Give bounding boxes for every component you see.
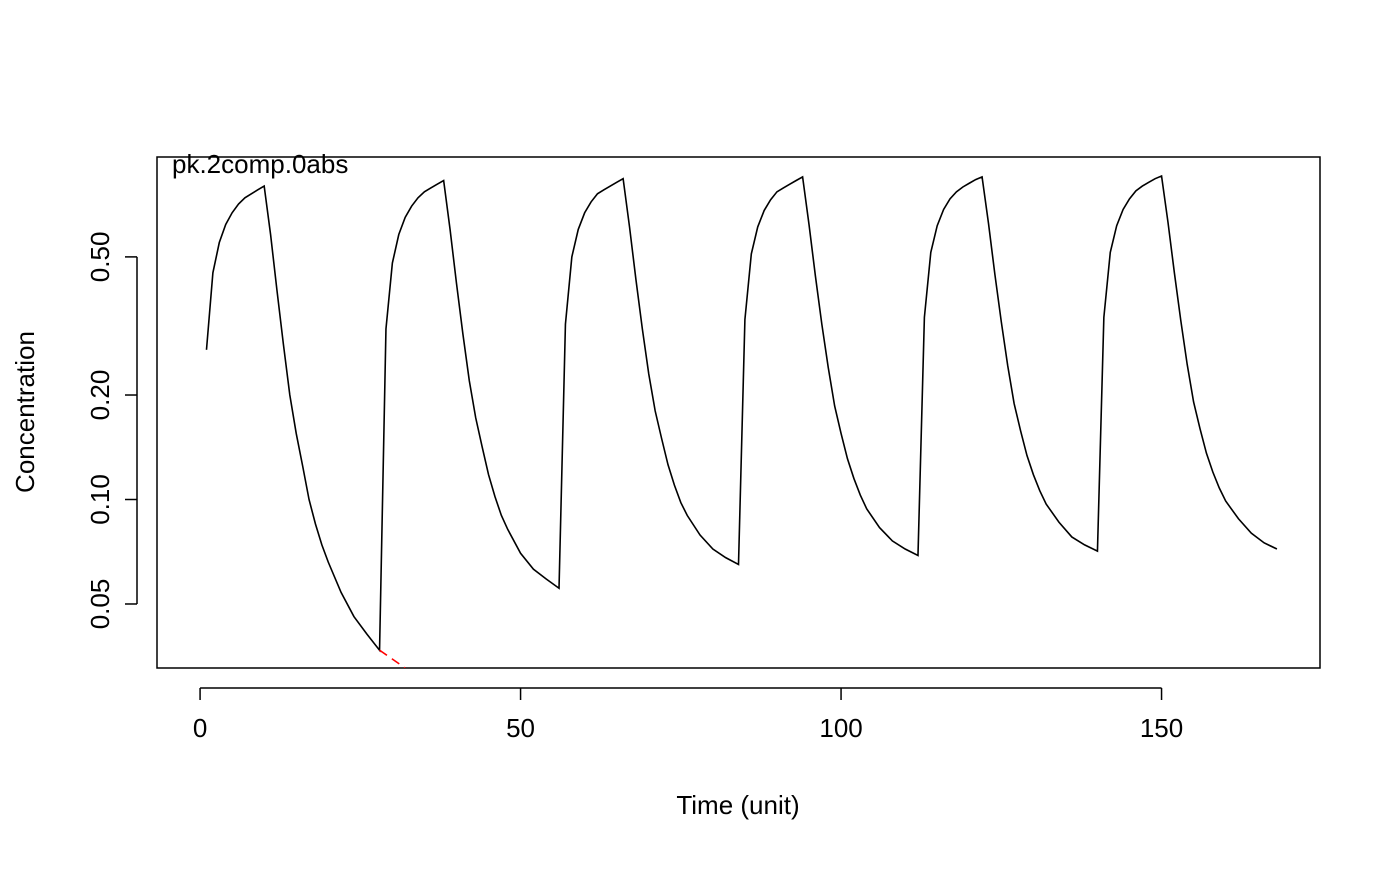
series-line: [379, 649, 406, 668]
x-tick-label: 50: [506, 713, 535, 743]
chart-title: pk.2comp.0abs: [172, 149, 348, 179]
y-tick-label: 0.05: [85, 579, 115, 630]
x-tick-label: 100: [819, 713, 862, 743]
x-axis-label: Time (unit): [676, 790, 799, 820]
y-axis-label: Concentration: [10, 331, 40, 493]
y-tick-label: 0.20: [85, 370, 115, 421]
y-tick-label: 0.10: [85, 474, 115, 525]
x-tick-label: 0: [193, 713, 207, 743]
plot-box: [156, 156, 1321, 669]
series-line: [205, 174, 1278, 653]
x-tick-label: 150: [1140, 713, 1183, 743]
y-tick-label: 0.50: [85, 232, 115, 283]
